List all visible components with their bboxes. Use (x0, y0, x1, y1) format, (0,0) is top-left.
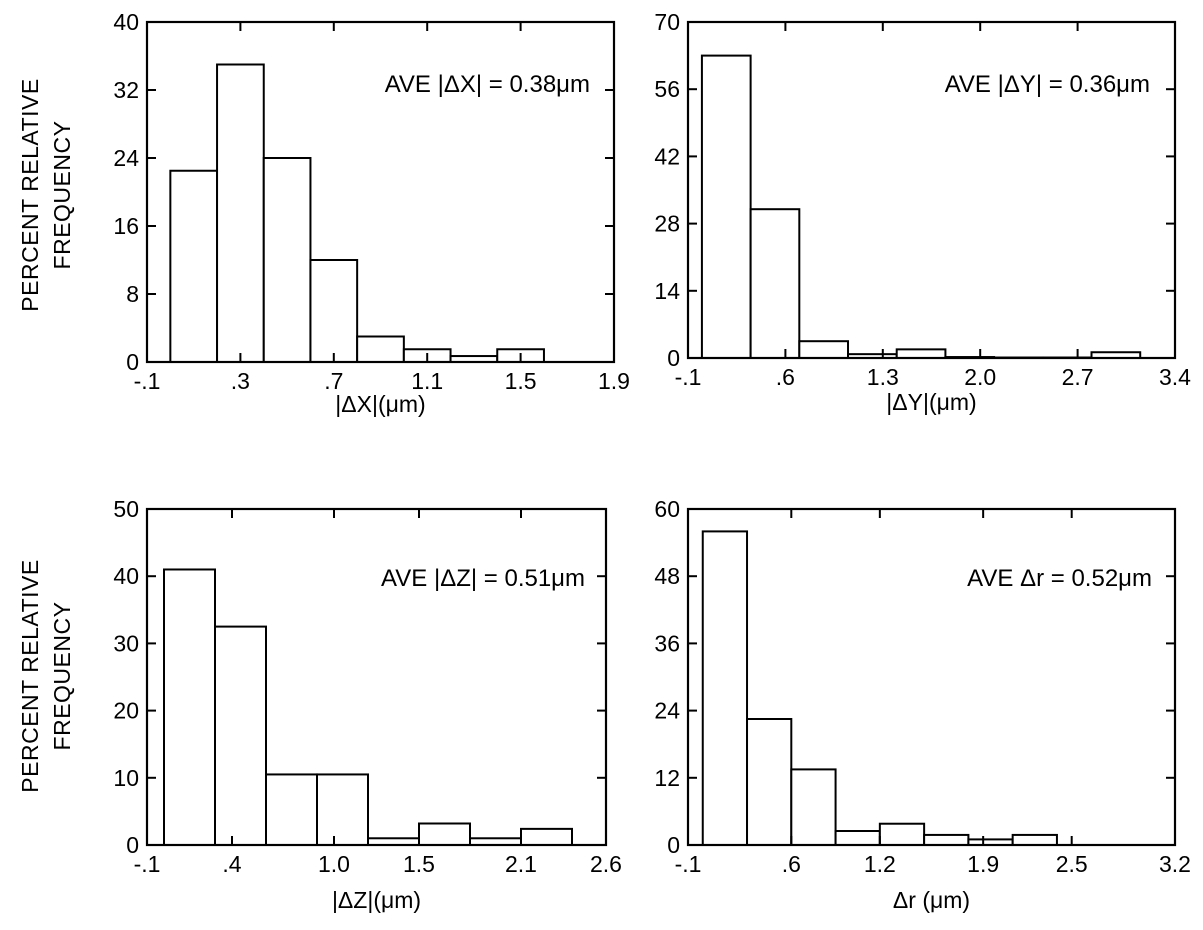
xtick-label-dr-4: 2.5 (1056, 851, 1088, 877)
histogram-dr: 0 12 24 36 48 60 -.1 .6 1.2 1.9 2.5 3.2 AVE Δr = 0.5… (654, 496, 1191, 913)
plot-frame-dr (686, 507, 1177, 847)
bar-dy-1 (749, 208, 801, 359)
ytick-label-dz-2: 20 (113, 698, 139, 724)
xtick-label-dz-3: 1.5 (403, 851, 435, 877)
ytick-label-dz-4: 40 (113, 563, 139, 589)
bar-dy-0 (700, 54, 752, 359)
ytick-label-dz-1: 10 (113, 765, 139, 791)
histogram-dz: 0 10 20 30 40 50 -.1 .4 1.0 1.5 2.1 2.6 AVE |ΔZ| = 0… (113, 496, 622, 913)
bar-dz-0 (163, 568, 216, 846)
plot-frame-dy (686, 20, 1177, 360)
ytick-label-dy-1: 14 (654, 278, 680, 304)
bar-dx-3 (309, 259, 359, 363)
xtick-label-dy-1: .6 (776, 364, 795, 390)
ytick-label-dr-1: 12 (654, 765, 680, 791)
xtick-label-dx-3: 1.1 (411, 368, 443, 394)
ylabel-top-line2: FREQUENCY (49, 121, 75, 270)
xlabel-dx: |ΔX|(μm) (335, 391, 425, 417)
xtick-label-dr-0: -.1 (675, 851, 702, 877)
annotation-dr: AVE Δr = 0.52μm (967, 565, 1152, 592)
ylabel-top-line1: PERCENT RELATIVE (17, 78, 43, 311)
ytick-label-dx-2: 16 (113, 213, 139, 239)
annotation-dx: AVE |ΔX| = 0.38μm (385, 71, 590, 98)
xtick-label-dx-2: .7 (324, 368, 343, 394)
bar-dx-1 (216, 63, 265, 363)
ylabel-bottom: PERCENT RELATIVE FREQUENCY (17, 559, 75, 792)
bar-dy-2 (798, 340, 850, 360)
xtick-label-dy-3: 2.0 (964, 364, 996, 390)
bar-dr-0 (701, 530, 749, 847)
xtick-label-dz-4: 2.1 (505, 851, 537, 877)
xtick-label-dr-3: 1.9 (967, 851, 999, 877)
ylabel-top: PERCENT RELATIVE FREQUENCY (17, 78, 75, 311)
bar-dz-5 (418, 822, 471, 846)
ytick-label-dz-5: 50 (113, 496, 139, 522)
xtick-label-dy-4: 2.7 (1062, 364, 1094, 390)
bar-dz-7 (520, 827, 573, 847)
xtick-label-dz-5: 2.6 (590, 851, 622, 877)
bar-dy-4 (895, 348, 947, 359)
ytick-label-dy-2: 28 (654, 211, 680, 237)
bar-dz-3 (316, 773, 369, 846)
ytick-label-dz-3: 30 (113, 630, 139, 656)
ylabel-bottom-line2: FREQUENCY (49, 602, 75, 751)
plot-frame-dx (145, 20, 616, 364)
bar-dr-4 (878, 822, 926, 846)
ytick-label-dr-5: 60 (654, 496, 680, 522)
xtick-label-dr-5: 3.2 (1159, 851, 1191, 877)
xtick-label-dx-4: 1.5 (505, 368, 537, 394)
xtick-label-dx-5: 1.9 (598, 368, 630, 394)
ytick-label-dr-0: 0 (667, 832, 680, 858)
xtick-label-dr-1: .6 (782, 851, 801, 877)
xtick-label-dz-2: 1.0 (318, 851, 350, 877)
ytick-label-dx-5: 40 (113, 9, 139, 35)
ytick-label-dx-1: 8 (126, 281, 139, 307)
bar-dr-1 (746, 718, 793, 846)
xtick-label-dy-0: -.1 (675, 364, 702, 390)
bar-dz-1 (214, 625, 267, 846)
histogram-dx: 0 8 16 24 32 40 -.1 .3 .7 1.1 1.5 1.9 AVE |ΔX| = 0.3… (113, 9, 630, 417)
ytick-label-dy-3: 42 (654, 143, 680, 169)
xlabel-dr: Δr (μm) (893, 887, 970, 913)
bar-dz-2 (265, 773, 318, 846)
ylabel-bottom-line1: PERCENT RELATIVE (17, 559, 43, 792)
ytick-label-dr-2: 24 (654, 698, 680, 724)
ytick-label-dr-4: 48 (654, 563, 680, 589)
bar-dr-2 (790, 768, 837, 847)
bar-dx-4 (356, 335, 405, 363)
xtick-label-dz-1: .4 (222, 851, 241, 877)
histogram-dy: 0 14 28 42 56 70 -.1 .6 1.3 2.0 2.7 3.4 AVE |ΔY| = 0… (654, 9, 1191, 415)
bar-dx-0 (169, 169, 219, 363)
bar-dx-2 (262, 157, 312, 363)
xlabel-dz: |ΔZ|(μm) (332, 887, 421, 913)
xtick-label-dy-5: 3.4 (1159, 364, 1191, 390)
xtick-label-dx-1: .3 (231, 368, 250, 394)
ytick-label-dy-0: 0 (667, 345, 680, 371)
ytick-label-dx-0: 0 (126, 349, 139, 375)
bar-dr-3 (834, 830, 881, 846)
ytick-label-dx-4: 32 (113, 77, 139, 103)
xtick-label-dx-0: -.1 (134, 368, 161, 394)
ytick-label-dy-5: 70 (654, 9, 680, 35)
xtick-label-dy-2: 1.3 (867, 364, 899, 390)
ytick-label-dr-3: 36 (654, 630, 680, 656)
xtick-label-dz-0: -.1 (134, 851, 161, 877)
ytick-label-dz-0: 0 (126, 832, 139, 858)
bar-dr-7 (1011, 833, 1058, 846)
bar-dr-5 (923, 833, 970, 846)
ytick-label-dx-3: 24 (113, 145, 139, 171)
ytick-label-dy-4: 56 (654, 76, 680, 102)
xtick-label-dr-2: 1.2 (864, 851, 896, 877)
plot-frame-dz (145, 507, 608, 847)
xlabel-dy: |ΔY|(μm) (886, 389, 976, 415)
annotation-dz: AVE |ΔZ| = 0.51μm (381, 565, 585, 592)
annotation-dy: AVE |ΔY| = 0.36μm (945, 71, 1150, 98)
